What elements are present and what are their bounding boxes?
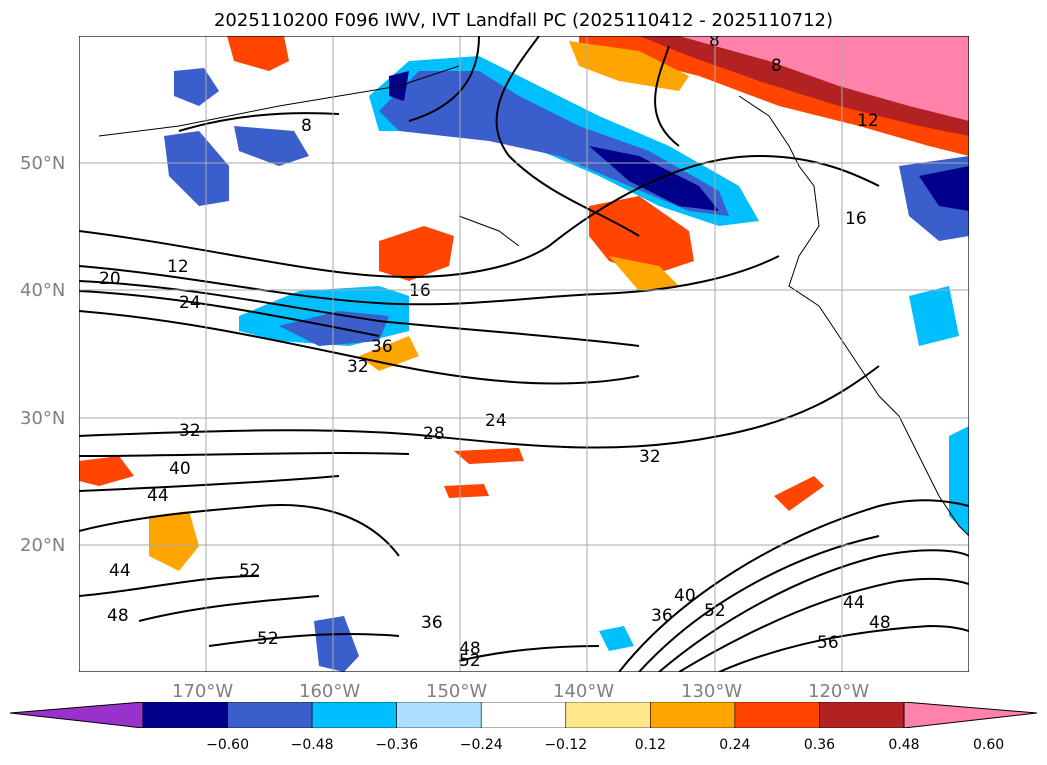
colorbar-tick-label: 0.24	[719, 737, 751, 753]
contour-label: 36	[421, 613, 443, 633]
contour-label: 12	[167, 257, 189, 277]
contour-label: 40	[674, 586, 696, 606]
contour-label: 16	[845, 209, 867, 229]
contour-label: 12	[857, 111, 879, 131]
contour-label: 8	[771, 56, 782, 76]
colorbar-tick-label: −0.60	[206, 737, 249, 753]
colorbar-segment	[396, 702, 482, 728]
lat-label-50n: 50°N	[20, 153, 66, 174]
contour-layer	[79, 36, 969, 672]
contour-label: 24	[485, 411, 507, 431]
colorbar-segment	[480, 702, 567, 728]
colorbar-tick-label: 0.36	[803, 737, 836, 753]
contour-label: 16	[409, 281, 431, 301]
map-title: 2025110200 F096 IWV, IVT Landfall PC (20…	[213, 10, 834, 31]
contour-label: 48	[107, 606, 129, 626]
contour-label: 24	[179, 293, 201, 313]
contour-label: 32	[639, 447, 661, 467]
colorbar-segment	[311, 702, 397, 728]
colorbar-tick-label: −0.36	[375, 737, 419, 753]
colorbar-extend-high	[903, 702, 1037, 728]
lon-label-120w: 120°W	[808, 681, 870, 702]
contour-label: 32	[179, 421, 201, 441]
contour-label-layer: 8 8 8 12 12 16 20 24 16 36 32 24 28 32 3…	[99, 36, 891, 671]
contour-label: 36	[371, 337, 393, 357]
contour-label: 52	[257, 629, 279, 649]
contour-label: 48	[869, 613, 891, 633]
contour-label: 40	[169, 459, 191, 479]
colorbar-segment	[565, 702, 651, 728]
map-panel: 8 8 8 12 12 16 20 24 16 36 32 24 28 32 3…	[79, 36, 969, 672]
contour-label: 44	[843, 593, 865, 613]
contour-label: 20	[99, 269, 121, 289]
lon-label-170w: 170°W	[172, 681, 234, 702]
colorbar-segment	[734, 702, 820, 728]
colorbar-tick-label: 0.48	[888, 737, 920, 753]
colorbar-tick-label: −0.48	[290, 737, 334, 753]
contour-label: 44	[109, 561, 131, 581]
lat-label-20n: 20°N	[20, 535, 66, 556]
lat-label-40n: 40°N	[20, 280, 66, 301]
contour-label: 56	[817, 633, 839, 653]
lon-label-150w: 150°W	[426, 681, 488, 702]
contour-label: 52	[459, 651, 481, 671]
contour-label: 44	[147, 486, 169, 506]
lon-label-140w: 140°W	[553, 681, 615, 702]
contour-label: 52	[239, 561, 261, 581]
colorbar	[10, 702, 1037, 728]
contour-label: 48	[459, 639, 481, 659]
colorbar-segment	[142, 702, 228, 728]
colorbar-segment	[819, 702, 905, 728]
colorbar-segments	[142, 702, 905, 728]
graticule-layer	[79, 36, 969, 672]
coastline-layer	[98, 65, 969, 537]
colorbar-segment	[227, 702, 313, 728]
lon-label-130w: 130°W	[681, 681, 743, 702]
contour-label: 8	[301, 116, 312, 136]
colorbar-tick-label: −0.12	[544, 737, 588, 753]
contour-label: 8	[709, 36, 720, 51]
lon-label-160w: 160°W	[299, 681, 361, 702]
contour-label: 36	[651, 606, 673, 626]
colorbar-segment	[650, 702, 736, 728]
colorbar-tick-label: 0.60	[972, 737, 1005, 753]
lat-label-30n: 30°N	[20, 408, 66, 429]
contour-label: 28	[423, 424, 445, 444]
shaded-field-layer	[79, 36, 969, 672]
contour-label: 32	[347, 357, 369, 377]
colorbar-tick-label: 0.12	[634, 737, 666, 753]
colorbar-tick-label: −0.24	[459, 737, 503, 753]
colorbar-extend-low	[10, 702, 144, 728]
